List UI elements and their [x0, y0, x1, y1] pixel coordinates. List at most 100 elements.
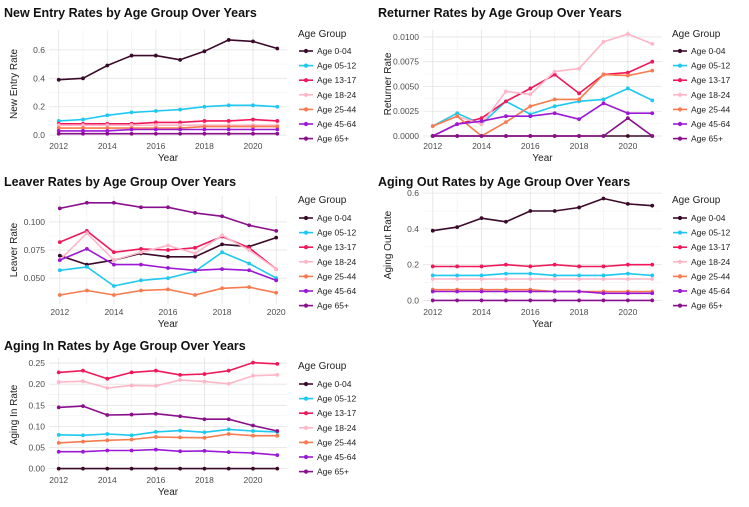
data-point	[57, 206, 62, 211]
data-point	[226, 127, 231, 132]
legend-item-label: Age 45-64	[691, 119, 730, 129]
legend-item-label: Age 18-24	[317, 90, 356, 100]
data-point	[479, 298, 484, 303]
data-point	[455, 225, 460, 230]
data-point	[105, 376, 110, 381]
data-point	[430, 289, 435, 294]
data-point	[105, 128, 110, 133]
data-point	[430, 273, 435, 278]
data-point	[247, 285, 252, 290]
data-point	[552, 273, 557, 278]
legend-item-label: Age 65+	[317, 134, 349, 144]
data-point	[56, 123, 61, 128]
data-point	[479, 122, 484, 127]
legend-title: Age Group	[298, 29, 347, 40]
series-group	[56, 38, 280, 136]
data-point	[57, 240, 62, 245]
y-tick-label: 0.20	[28, 379, 45, 389]
data-point	[251, 39, 255, 44]
data-point	[226, 119, 231, 123]
data-point	[193, 254, 197, 259]
data-point	[202, 435, 207, 440]
data-point	[247, 261, 252, 266]
data-point	[166, 287, 170, 292]
legend-swatch-point	[303, 107, 309, 112]
legend-swatch-point	[303, 259, 309, 264]
legend-swatch-point	[677, 230, 683, 235]
data-point	[226, 450, 231, 455]
series-group	[57, 200, 279, 297]
y-tick-label: 0.0	[33, 130, 45, 140]
data-point	[178, 428, 183, 433]
data-point	[105, 123, 110, 128]
data-point	[625, 201, 630, 206]
legend-swatch-point	[303, 440, 309, 445]
data-point	[275, 46, 280, 51]
data-point	[251, 117, 255, 122]
x-tick-label: 2018	[195, 475, 214, 485]
legend-title: Age Group	[298, 195, 347, 206]
data-point	[105, 448, 110, 453]
data-point	[226, 466, 231, 471]
data-point	[577, 277, 581, 281]
x-tick-label: 2020	[244, 141, 263, 151]
data-point	[650, 59, 655, 64]
data-point	[220, 267, 224, 272]
data-point	[274, 267, 279, 272]
series-group	[430, 32, 655, 138]
data-point	[601, 196, 606, 201]
data-point	[153, 435, 158, 439]
data-point	[81, 368, 85, 373]
data-point	[129, 383, 134, 388]
data-point	[504, 271, 508, 276]
data-point	[84, 264, 89, 269]
x-axis-label: Year	[532, 153, 553, 164]
x-axis-label: Year	[158, 487, 179, 498]
data-point	[552, 289, 557, 294]
data-point	[455, 273, 460, 278]
data-point	[251, 131, 255, 136]
chart-title: Aging Out Rates by Age Group Over Years	[378, 175, 630, 189]
data-point	[275, 362, 280, 366]
y-tick-label: 0.050	[24, 273, 46, 283]
data-point	[129, 127, 134, 132]
data-point	[455, 111, 460, 116]
legend-swatch-point	[677, 121, 683, 127]
data-point	[528, 114, 533, 119]
series-line	[58, 39, 278, 81]
data-point	[84, 200, 89, 205]
data-point	[105, 386, 110, 390]
data-point	[202, 466, 207, 471]
data-point	[57, 253, 62, 258]
data-point	[625, 86, 630, 91]
chart-title: Aging In Rates by Age Group Over Years	[4, 339, 246, 353]
data-point	[601, 264, 606, 269]
legend-item-label: Age 25-44	[317, 437, 356, 447]
data-point	[166, 243, 170, 248]
data-point	[226, 124, 231, 129]
data-point	[479, 119, 484, 124]
data-point	[220, 242, 224, 247]
data-point	[178, 107, 183, 112]
legend-item-label: Age 65+	[317, 467, 349, 477]
data-point	[251, 429, 255, 433]
data-point	[202, 119, 207, 123]
data-point	[81, 379, 85, 384]
legend-item-label: Age 05-12	[317, 61, 356, 71]
data-point	[129, 370, 134, 375]
data-point	[178, 57, 183, 62]
data-point	[56, 128, 61, 133]
data-point	[625, 73, 630, 78]
data-point	[178, 466, 183, 471]
data-point	[81, 404, 85, 409]
data-point	[129, 53, 134, 58]
data-point	[504, 262, 508, 267]
grid	[49, 30, 287, 138]
data-point	[577, 273, 581, 278]
data-point	[220, 250, 224, 255]
data-point	[220, 214, 224, 219]
data-point	[275, 429, 280, 433]
data-point	[275, 124, 280, 129]
series-line	[432, 288, 653, 293]
